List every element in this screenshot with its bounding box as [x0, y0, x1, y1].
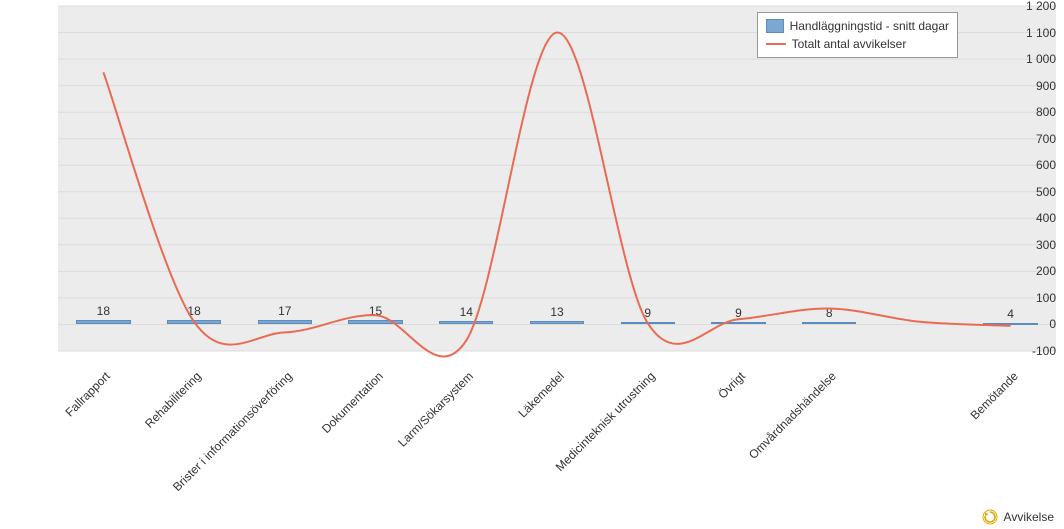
legend-label: Totalt antal avvikelser — [792, 35, 907, 53]
footer-label: Avvikelse — [1004, 510, 1054, 524]
square-icon — [766, 19, 784, 33]
chart-container: -10001002003004005006007008009001 0001 1… — [8, 6, 1056, 496]
legend-item-bars: Handläggningstid - snitt dagar — [766, 17, 949, 35]
footer: Avvikelse — [982, 509, 1054, 525]
cycle-icon — [982, 509, 998, 525]
line-icon — [766, 43, 786, 45]
line-series-svg — [8, 6, 1056, 391]
legend-item-line: Totalt antal avvikelser — [766, 35, 949, 53]
legend: Handläggningstid - snitt dagar Totalt an… — [757, 12, 958, 58]
legend-label: Handläggningstid - snitt dagar — [790, 17, 949, 35]
